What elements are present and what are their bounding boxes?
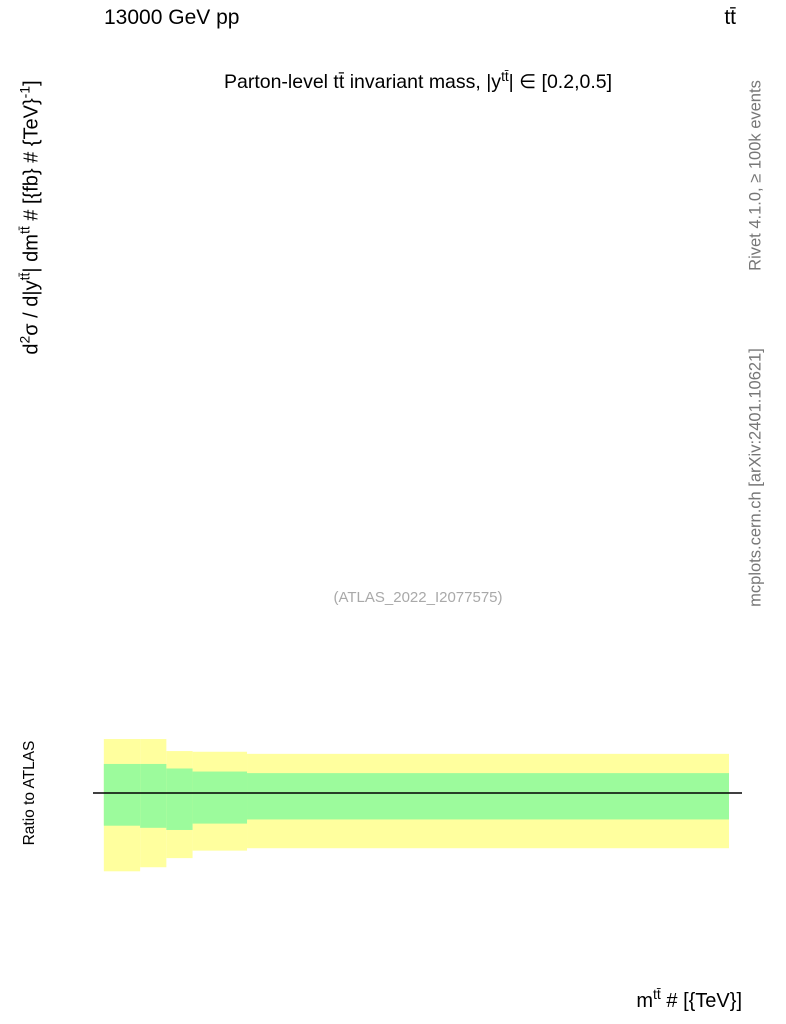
rivet-version-credit: Rivet 4.1.0, ≥ 100k events: [746, 80, 765, 271]
x-axis-title: mtt̄ # [{TeV}]: [636, 986, 742, 1012]
main-y-axis-title: d2σ / d|ytt̄| dmtt̄ # [{fb} # {TeV}-1]: [16, 80, 43, 355]
uncertainty-band-green: [247, 773, 730, 820]
mcplots-arxiv-credit: mcplots.cern.ch [arXiv:2401.10621]: [746, 348, 765, 607]
uncertainty-band-green: [140, 763, 167, 828]
beam-energy-title: 13000 GeV pp: [104, 6, 240, 29]
uncertainty-band-green: [166, 768, 193, 830]
analysis-id-watermark: (ATLAS_2022_I2077575): [333, 589, 503, 606]
observable-title: Parton-level tt̄ invariant mass, |ytt̄| …: [223, 68, 613, 94]
process-title: tt̄: [724, 6, 736, 29]
ratio-y-axis-title: Ratio to ATLAS: [21, 740, 38, 846]
uncertainty-band-green: [192, 771, 248, 824]
ratio-uncertainty-bands: [103, 739, 730, 872]
uncertainty-band-green: [103, 763, 141, 826]
